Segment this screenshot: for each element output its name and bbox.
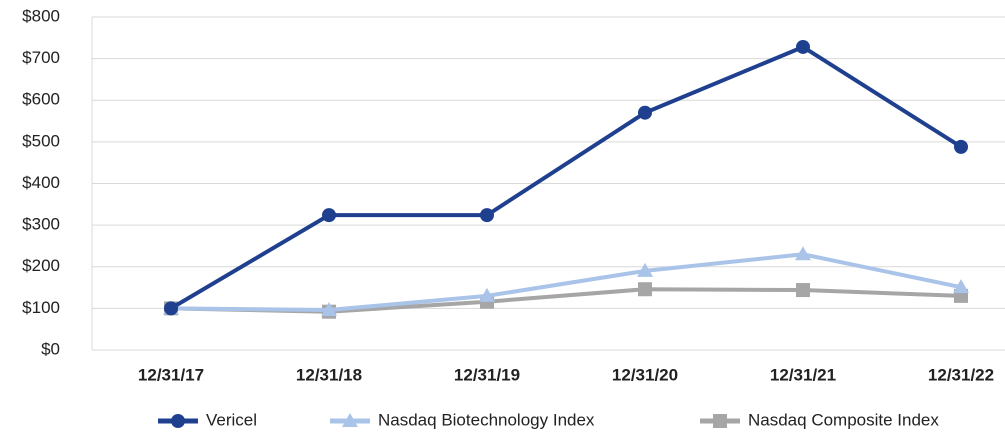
y-tick-label: $700 [22, 48, 60, 67]
marker [796, 283, 810, 298]
legend-label: Vericel [206, 410, 257, 429]
legend-label: Nasdaq Biotechnology Index [378, 410, 595, 429]
x-tick-label: 12/31/21 [770, 365, 836, 384]
marker [796, 39, 810, 54]
marker [637, 262, 653, 277]
y-tick-label: $200 [22, 256, 60, 275]
x-tick-label: 12/31/18 [296, 365, 362, 384]
marker [342, 413, 358, 427]
marker [164, 301, 178, 316]
marker [638, 282, 652, 297]
y-tick-label: $500 [22, 131, 60, 150]
x-tick-label: 12/31/19 [454, 365, 520, 384]
marker [171, 414, 185, 428]
marker [953, 279, 969, 294]
marker [480, 208, 494, 223]
y-tick-label: $400 [22, 173, 60, 192]
y-tick-label: $100 [22, 298, 60, 317]
marker [638, 105, 652, 120]
marker [479, 287, 495, 302]
y-tick-label: $0 [41, 339, 60, 358]
series-line [169, 44, 963, 311]
x-tick-label: 12/31/20 [612, 365, 678, 384]
x-tick-label: 12/31/17 [138, 365, 204, 384]
marker [954, 139, 968, 154]
marker [795, 246, 811, 261]
marker [713, 414, 727, 428]
marker [321, 302, 337, 317]
series-line [170, 252, 962, 313]
y-tick-label: $800 [22, 6, 60, 25]
y-tick-label: $300 [22, 215, 60, 234]
x-tick-label: 12/31/22 [928, 365, 994, 384]
marker [322, 208, 336, 223]
y-tick-label: $600 [22, 90, 60, 109]
legend-label: Nasdaq Composite Index [748, 410, 939, 429]
